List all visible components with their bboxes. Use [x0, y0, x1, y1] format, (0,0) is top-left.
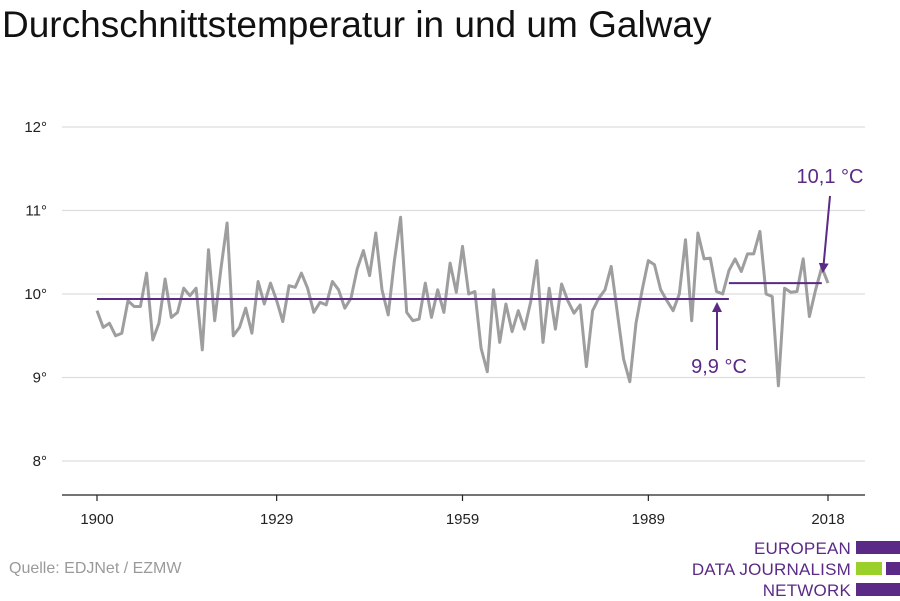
- x-tick-label: 2018: [811, 511, 844, 528]
- y-tick-label: 9°: [33, 370, 47, 387]
- logo-line-1: EUROPEAN: [753, 539, 851, 558]
- series-line-temperature: [95, 215, 830, 388]
- logo-bar-1: [856, 541, 900, 554]
- series-layer: [95, 215, 830, 388]
- logo-bar-2: [856, 562, 900, 575]
- axes: 8° 9° 10° 11° 12° 1900 1929 1959 1989 2018: [24, 119, 865, 528]
- source-note: Quelle: EDJNet / EZMW: [9, 560, 182, 577]
- annotations: 9,9 °C 10,1 °C: [691, 166, 863, 378]
- logo-bar-3: [856, 583, 900, 596]
- x-tick-label: 1929: [260, 511, 293, 528]
- x-tick-label: 1900: [80, 511, 113, 528]
- annotation-arrow-2: [818, 195, 831, 274]
- y-tick-label: 10°: [24, 286, 47, 303]
- annotation-label-2: 10,1 °C: [797, 166, 864, 188]
- x-tick-label: 1989: [632, 511, 665, 528]
- y-tick-label: 8°: [33, 453, 47, 470]
- logo-line-3: NETWORK: [762, 581, 851, 600]
- x-tick-label: 1959: [446, 511, 479, 528]
- annotation-label-1: 9,9 °C: [691, 356, 747, 378]
- chart-title: Durchschnittstemperatur in und um Galway: [2, 4, 712, 45]
- y-tick-label: 12°: [24, 119, 47, 136]
- edjnet-logo: EUROPEAN DATA JOURNALISM NETWORK: [692, 536, 900, 600]
- y-tick-label: 11°: [25, 203, 47, 220]
- logo-line-2: DATA JOURNALISM: [691, 560, 851, 579]
